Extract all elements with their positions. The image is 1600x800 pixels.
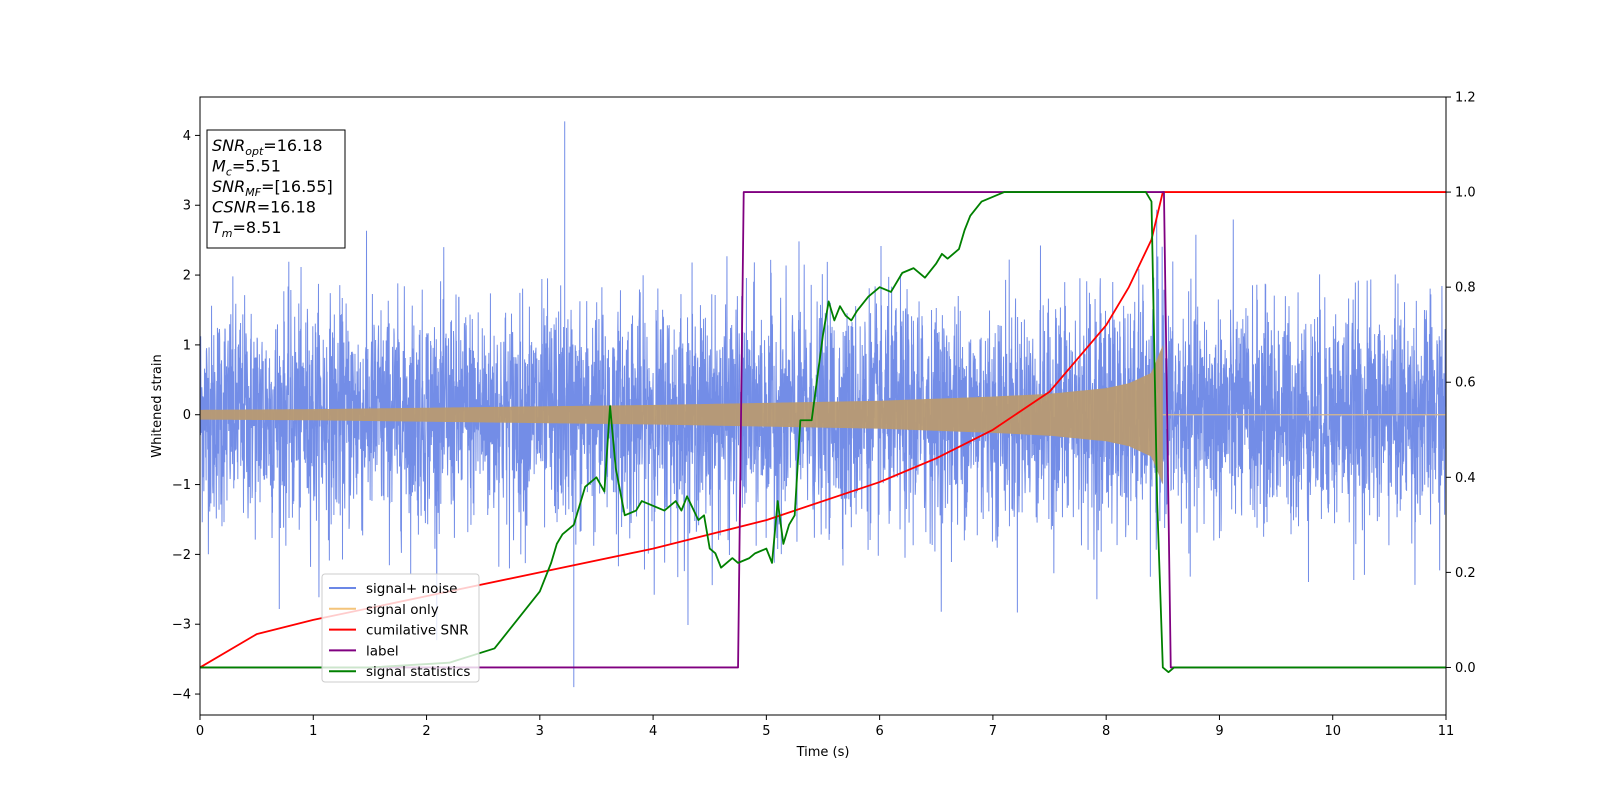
- legend-label: signal only: [366, 602, 439, 618]
- y2-tick-label: 0.8: [1455, 281, 1476, 296]
- x-tick-label: 3: [536, 724, 544, 739]
- x-tick-label: 8: [1102, 724, 1110, 739]
- annotation-csnr: CSNR=16.18: [212, 198, 316, 217]
- y2-tick-label: 0.4: [1455, 471, 1476, 486]
- y2-tick-label: 0.0: [1455, 661, 1476, 676]
- x-tick-label: 7: [989, 724, 997, 739]
- x-tick-label: 0: [196, 724, 204, 739]
- y-axis-label: Whitened strain: [150, 354, 165, 457]
- y-tick-label: 2: [183, 269, 191, 284]
- y2-tick-label: 1.0: [1455, 186, 1476, 201]
- legend-label: signal statistics: [366, 664, 470, 680]
- y-tick-label: 1: [183, 338, 191, 353]
- y-tick-label: −3: [172, 618, 191, 633]
- y-tick-label: −4: [172, 688, 191, 703]
- y-axis-right: 1.2 1.0 0.8 0.6 0.4 0.2 0.0: [1446, 91, 1476, 676]
- y-tick-label: −2: [172, 548, 191, 563]
- annotation-box-frame: [206, 129, 346, 249]
- series-line-signal-statistics: [200, 191, 1446, 674]
- annotation-box: SNRopt=16.18Mc=5.51SNRMF=[16.55]CSNR=16.…: [206, 129, 346, 249]
- y-tick-label: 4: [183, 129, 191, 144]
- x-tick-label: 11: [1438, 724, 1455, 739]
- legend: signal+ noise signal only cumilative SNR la…: [321, 573, 480, 683]
- y-tick-label: 3: [183, 199, 191, 214]
- annotation-snr_opt: SNRopt=16.18: [212, 136, 323, 158]
- series-signal-only: [200, 344, 1446, 485]
- legend-label: label: [366, 643, 399, 659]
- x-axis: 0 1 2 3 4 5 6 7 8 9 10 11: [196, 715, 1454, 739]
- legend-label: signal+ noise: [366, 581, 457, 597]
- x-tick-label: 4: [649, 724, 657, 739]
- y-axis-left: 4 3 2 1 0 −1 −2 −3 −4: [172, 129, 200, 703]
- x-tick-label: 2: [422, 724, 430, 739]
- y2-tick-label: 1.2: [1455, 91, 1476, 106]
- x-tick-label: 5: [762, 724, 770, 739]
- x-tick-label: 10: [1324, 724, 1341, 739]
- y2-tick-label: 0.6: [1455, 376, 1476, 391]
- x-axis-label: Time (s): [796, 745, 850, 760]
- plot-area: [200, 121, 1446, 688]
- plot-frame: [199, 96, 1447, 716]
- annotation-snr_mf: SNRMF=[16.55]: [212, 177, 333, 199]
- x-tick-label: 6: [875, 724, 883, 739]
- y-tick-label: 0: [183, 408, 191, 423]
- legend-label: cumilative SNR: [366, 623, 469, 639]
- x-tick-label: 1: [309, 724, 317, 739]
- annotation-tm: Tm=8.51: [212, 218, 282, 240]
- legend-frame: [321, 573, 480, 683]
- annotation-mc: Mc=5.51: [212, 157, 281, 179]
- y2-tick-label: 0.2: [1455, 566, 1476, 581]
- signal-only-band: [200, 344, 1163, 485]
- x-tick-label: 9: [1215, 724, 1223, 739]
- y-tick-label: −1: [172, 478, 191, 493]
